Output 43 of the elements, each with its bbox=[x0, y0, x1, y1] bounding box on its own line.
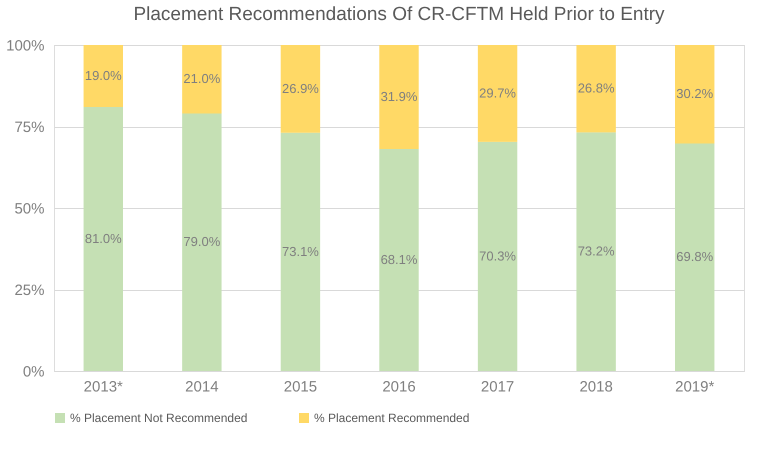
x-tick-label: 2018 bbox=[579, 378, 613, 396]
bar bbox=[280, 45, 320, 133]
y-tick-label: 75% bbox=[14, 119, 44, 136]
legend-label: % Placement Not Recommended bbox=[70, 411, 248, 425]
bar bbox=[182, 45, 222, 114]
data-label: 73.1% bbox=[282, 244, 320, 259]
y-tick-label: 0% bbox=[22, 364, 44, 380]
data-label: 31.9% bbox=[380, 88, 418, 104]
data-label: 69.8% bbox=[676, 249, 714, 264]
chart-title: Placement Recommendations Of CR-CFTM Held Prior to Entry bbox=[133, 4, 666, 25]
x-tick-label: 2016 bbox=[382, 378, 416, 396]
x-tick-label: 2014 bbox=[185, 378, 219, 396]
bar bbox=[675, 45, 714, 144]
y-tick-label: 50% bbox=[14, 200, 44, 218]
data-label: 68.1% bbox=[380, 252, 418, 267]
bar bbox=[379, 45, 419, 149]
data-label: 26.9% bbox=[282, 80, 320, 96]
x-tick-label: 2019* bbox=[675, 378, 714, 396]
legend-label: % Placement Recommended bbox=[314, 411, 470, 425]
data-label: 29.7% bbox=[479, 85, 516, 100]
bar bbox=[280, 132, 320, 371]
bar bbox=[84, 45, 123, 107]
bar bbox=[182, 113, 222, 371]
bar bbox=[576, 45, 616, 132]
data-label: 21.0% bbox=[183, 71, 221, 86]
bar bbox=[84, 106, 123, 371]
x-tick-label: 2015 bbox=[284, 378, 318, 396]
bar bbox=[478, 45, 518, 142]
bar bbox=[675, 143, 714, 371]
y-tick-label: 100% bbox=[6, 38, 44, 54]
bar bbox=[576, 132, 616, 371]
bar bbox=[379, 148, 419, 371]
data-label: 26.8% bbox=[578, 80, 616, 96]
data-label: 73.2% bbox=[578, 244, 616, 259]
data-label: 70.3% bbox=[479, 248, 516, 264]
x-tick-label: 2017 bbox=[480, 378, 514, 396]
x-tick-label: 2013* bbox=[84, 378, 124, 396]
bar bbox=[478, 142, 518, 371]
data-label: 81.0% bbox=[84, 230, 122, 246]
data-label: 79.0% bbox=[183, 234, 221, 250]
data-label: 19.0% bbox=[84, 68, 122, 83]
y-tick-label: 25% bbox=[14, 282, 44, 299]
data-label: 30.2% bbox=[676, 86, 714, 102]
